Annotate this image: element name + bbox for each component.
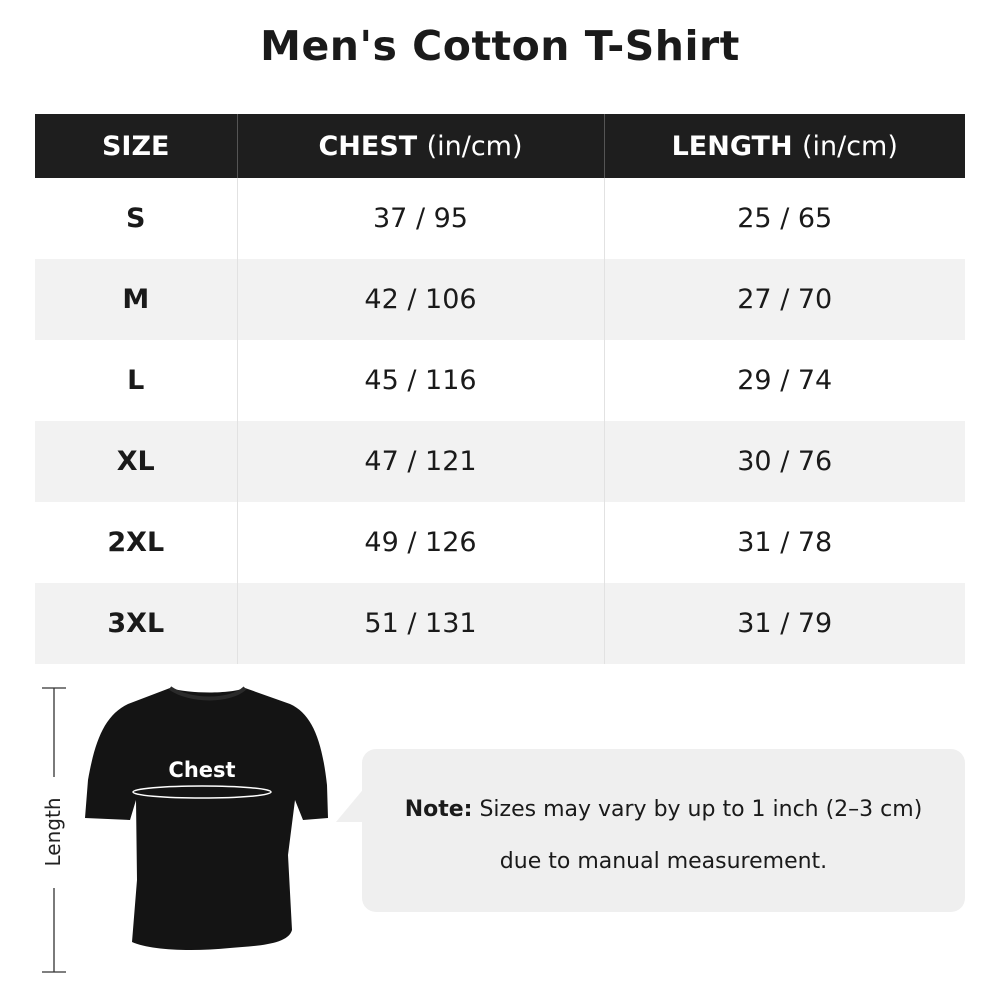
table-row: 3XL 51 / 131 31 / 79 bbox=[35, 583, 965, 664]
size-chart-table: SIZE CHEST (in/cm) LENGTH (in/cm) S 37 / … bbox=[35, 114, 965, 664]
table-row: M 42 / 106 27 / 70 bbox=[35, 259, 965, 340]
header-unit: (in/cm) bbox=[801, 130, 898, 162]
tshirt-icon bbox=[85, 688, 328, 950]
length-ruler bbox=[42, 687, 66, 973]
table-row: XL 47 / 121 30 / 76 bbox=[35, 421, 965, 502]
size-cell: S bbox=[35, 178, 238, 259]
length-cell: 30 / 76 bbox=[604, 421, 965, 502]
length-cell: 27 / 70 bbox=[604, 259, 965, 340]
length-cell: 25 / 65 bbox=[737, 203, 833, 234]
header-label: LENGTH bbox=[671, 130, 793, 162]
size-cell: M bbox=[35, 259, 238, 340]
length-label: Length bbox=[41, 798, 65, 867]
note-box: Note: Sizes may vary by up to 1 inch (2–… bbox=[362, 749, 965, 912]
size-cell: L bbox=[35, 340, 238, 421]
chest-measure-icon bbox=[132, 785, 272, 799]
length-cell: 29 / 74 bbox=[737, 365, 833, 396]
chest-cell: 51 / 131 bbox=[237, 583, 605, 664]
chest-cell: 47 / 121 bbox=[237, 421, 605, 502]
note-line-2: due to manual measurement. bbox=[499, 849, 828, 874]
note-label: Note: bbox=[404, 797, 473, 822]
header-label: CHEST bbox=[318, 130, 418, 162]
table-header-row: SIZE CHEST (in/cm) LENGTH (in/cm) bbox=[35, 114, 965, 178]
chest-cell: 37 / 95 bbox=[237, 178, 605, 259]
note-line-1: Note: Sizes may vary by up to 1 inch (2–… bbox=[362, 797, 965, 822]
size-cell: 3XL bbox=[35, 583, 238, 664]
table-row: 2XL 49 / 126 31 / 78 bbox=[35, 502, 965, 583]
header-chest: CHEST (in/cm) bbox=[237, 114, 605, 178]
chest-label: Chest bbox=[168, 758, 235, 782]
note-text: Sizes may vary by up to 1 inch (2–3 cm) bbox=[479, 797, 923, 822]
size-cell: 2XL bbox=[35, 502, 238, 583]
header-unit: (in/cm) bbox=[426, 130, 523, 162]
length-cell: 31 / 79 bbox=[604, 583, 965, 664]
table-row: L 45 / 116 29 / 74 bbox=[35, 340, 965, 421]
table-row: S 37 / 95 25 / 65 bbox=[35, 178, 965, 259]
chest-cell: 45 / 116 bbox=[237, 340, 605, 421]
note-pointer bbox=[336, 786, 366, 822]
page-title: Men's Cotton T-Shirt bbox=[260, 22, 740, 70]
header-size: SIZE bbox=[35, 114, 238, 178]
size-cell: XL bbox=[35, 421, 238, 502]
chest-cell: 49 / 126 bbox=[237, 502, 605, 583]
tshirt-diagram: Length Chest bbox=[40, 680, 340, 984]
chest-cell: 42 / 106 bbox=[237, 259, 605, 340]
header-label: SIZE bbox=[101, 130, 170, 162]
length-cell: 31 / 78 bbox=[737, 527, 833, 558]
header-length: LENGTH (in/cm) bbox=[604, 114, 965, 178]
